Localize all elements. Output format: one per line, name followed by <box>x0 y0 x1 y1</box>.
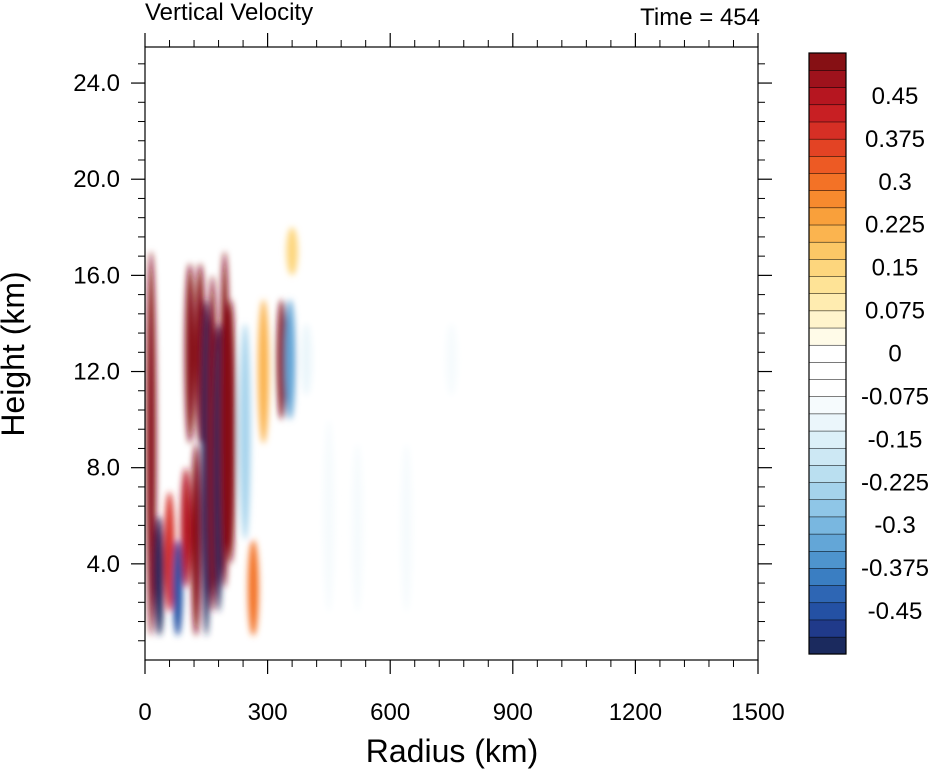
colorbar-swatch-2 <box>808 602 847 621</box>
colorbar-label-8: -0.15 <box>868 426 923 453</box>
y-tick-label-4: 20.0 <box>73 166 120 193</box>
x-tick-label-3: 900 <box>493 699 533 726</box>
plot-frame <box>144 46 759 661</box>
colorbar-swatch-12 <box>808 430 847 449</box>
colorbar-swatch-28 <box>808 155 847 174</box>
colorbar: 0.45 0.375 0.3 0.225 0.15 0.075 0 -0.075 -0.15 -0… <box>808 52 929 655</box>
chart-title: Vertical Velocity <box>145 0 313 26</box>
x-tick-label-0: 0 <box>138 699 151 726</box>
colorbar-swatch-25 <box>808 207 847 226</box>
field-feature-6 <box>191 443 202 636</box>
colorbar-swatch-16 <box>808 361 847 380</box>
field-feature-16 <box>276 299 287 420</box>
field-feature-24 <box>486 167 499 204</box>
field-feature-20 <box>323 419 335 612</box>
y-tick-label-1: 8.0 <box>87 455 120 482</box>
field-feature-18 <box>286 227 298 276</box>
colorbar-swatch-10 <box>808 464 847 483</box>
colorbar-label-0: 0.45 <box>872 83 919 110</box>
colorbar-swatch-6 <box>808 533 847 552</box>
colorbar-swatch-4 <box>808 567 847 586</box>
y-axis: 4.0 8.0 12.0 16.0 20.0 24.0 <box>73 63 772 642</box>
field-feature-19 <box>300 323 313 396</box>
colorbar-label-12: -0.45 <box>868 598 923 625</box>
colorbar-swatch-13 <box>808 413 847 432</box>
colorbar-swatch-30 <box>808 121 847 140</box>
colorbar-label-1: 0.375 <box>865 126 925 153</box>
field-feature-14 <box>247 539 259 636</box>
colorbar-swatch-34 <box>808 52 847 71</box>
velocity-field <box>146 167 544 636</box>
colorbar-swatch-20 <box>808 293 847 312</box>
colorbar-label-10: -0.3 <box>874 512 915 539</box>
colorbar-swatch-8 <box>808 499 847 518</box>
colorbar-label-11: -0.375 <box>861 555 929 582</box>
colorbar-swatch-14 <box>808 396 847 415</box>
colorbar-swatch-23 <box>808 241 847 260</box>
colorbar-frame <box>808 52 847 655</box>
colorbar-swatch-17 <box>808 344 847 363</box>
field-feature-5 <box>184 263 195 444</box>
colorbar-label-2: 0.3 <box>878 169 911 196</box>
field-feature-15 <box>257 299 270 444</box>
colorbar-swatch-31 <box>808 104 847 123</box>
field-feature-2 <box>164 491 175 612</box>
field-feature-23 <box>445 323 458 396</box>
y-tick-label-3: 16.0 <box>73 262 120 289</box>
field-feature-3 <box>172 539 183 636</box>
field-feature-0 <box>146 251 157 636</box>
x-tick-label-1: 300 <box>248 699 288 726</box>
colorbar-swatch-15 <box>808 379 847 397</box>
field-feature-22 <box>400 443 413 612</box>
colorbar-swatch-27 <box>808 172 847 191</box>
y-tick-label-5: 24.0 <box>73 70 120 97</box>
colorbar-swatch-3 <box>808 585 847 604</box>
y-axis-label: Height (km) <box>0 271 31 436</box>
x-tick-label-4: 1200 <box>609 699 662 726</box>
y-tick-label-0: 4.0 <box>87 551 120 578</box>
colorbar-swatch-26 <box>808 190 847 209</box>
field-feature-4 <box>180 467 191 588</box>
chart-subtitle: Time = 454 <box>640 4 760 31</box>
x-tick-label-2: 600 <box>370 699 410 726</box>
colorbar-swatch-0 <box>808 636 847 655</box>
field-feature-12 <box>225 299 236 564</box>
x-tick-label-5: 1500 <box>731 699 784 726</box>
colorbar-swatch-32 <box>808 87 847 106</box>
colorbar-swatch-18 <box>808 327 847 346</box>
field-feature-13 <box>239 323 251 540</box>
field-feature-21 <box>351 443 364 612</box>
colorbar-swatch-22 <box>808 258 847 277</box>
colorbar-label-7: -0.075 <box>861 383 929 410</box>
colorbar-label-9: -0.225 <box>861 469 929 496</box>
colorbar-label-4: 0.15 <box>872 255 919 282</box>
x-axis-label: Radius (km) <box>366 733 538 769</box>
colorbar-swatch-33 <box>808 69 847 88</box>
colorbar-label-5: 0.075 <box>865 298 925 325</box>
field-feature-1 <box>154 515 165 636</box>
y-tick-label-2: 12.0 <box>73 359 120 386</box>
colorbar-swatch-1 <box>808 619 847 638</box>
colorbar-swatch-9 <box>808 482 847 501</box>
colorbar-swatch-21 <box>808 275 847 294</box>
colorbar-swatch-5 <box>808 550 847 569</box>
colorbar-swatch-11 <box>808 447 847 466</box>
field-feature-25 <box>531 299 544 348</box>
colorbar-label-3: 0.225 <box>865 212 925 239</box>
colorbar-swatch-24 <box>808 224 847 243</box>
colorbar-label-6: 0 <box>888 341 901 368</box>
x-axis: 0 300 600 900 1200 1500 <box>138 33 785 726</box>
colorbar-swatch-29 <box>808 138 847 157</box>
field-feature-17 <box>284 299 296 420</box>
colorbar-swatch-19 <box>808 310 847 329</box>
colorbar-swatch-7 <box>808 516 847 535</box>
